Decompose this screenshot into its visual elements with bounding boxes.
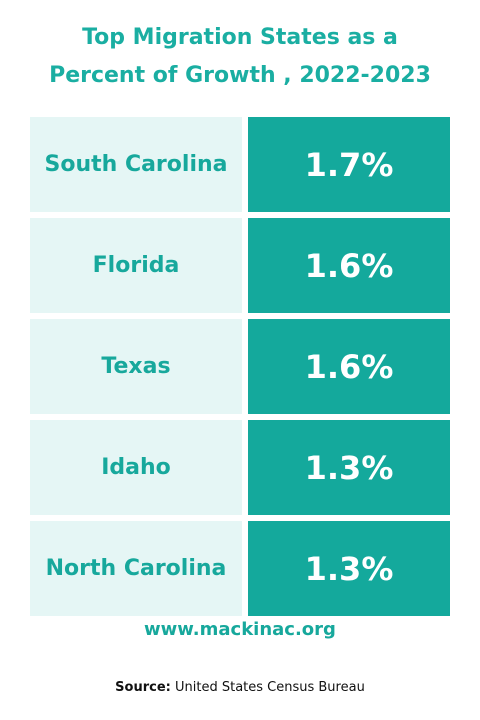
- row: Idaho 1.3%: [30, 420, 450, 515]
- table: South Carolina 1.7% Florida 1.6% Texas 1.6%…: [30, 117, 450, 622]
- value: 1.3%: [248, 521, 450, 616]
- value: 1.3%: [248, 420, 450, 515]
- state: Idaho: [30, 420, 242, 515]
- title: Top Migration States as a Percent of Gro…: [0, 19, 480, 95]
- value: 1.6%: [248, 319, 450, 414]
- state: Texas: [30, 319, 242, 414]
- value: 1.7%: [248, 117, 450, 212]
- row: North Carolina 1.3%: [30, 521, 450, 616]
- source-label: Source:: [115, 680, 171, 695]
- value: 1.6%: [248, 218, 450, 313]
- title-line: Top Migration States as a: [82, 25, 398, 50]
- source-text: United States Census Bureau: [175, 680, 365, 695]
- website: www.mackinac.org: [144, 619, 336, 640]
- state: Florida: [30, 218, 242, 313]
- row: South Carolina 1.7%: [30, 117, 450, 212]
- title-line: Percent of Growth , 2022-2023: [49, 63, 431, 88]
- row: Texas 1.6%: [30, 319, 450, 414]
- row: Florida 1.6%: [30, 218, 450, 313]
- state: North Carolina: [30, 521, 242, 616]
- state: South Carolina: [30, 117, 242, 212]
- source: Source: United States Census Bureau: [0, 680, 480, 695]
